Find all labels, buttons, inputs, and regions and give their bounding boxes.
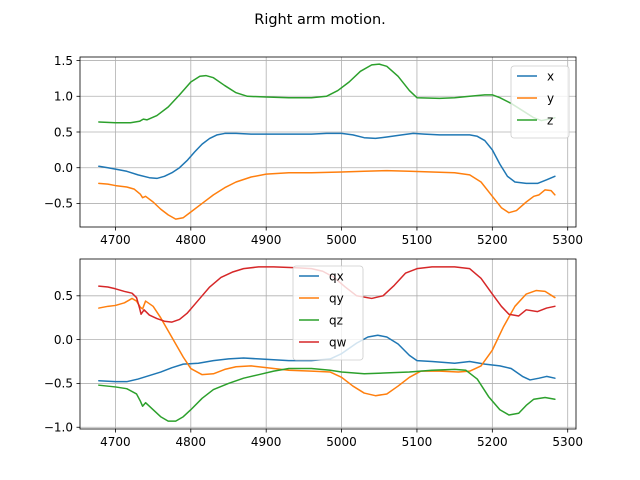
top-xtick-label: 4800	[176, 233, 207, 247]
top-subplot: 4700 4800 4900 5000 5100 5200 5300 −0.5 0.0 0.5 1.…	[44, 54, 583, 247]
top-series-y-line	[98, 169, 556, 220]
top-ytick-label: 0.0	[54, 161, 73, 175]
bottom-xtick-label: 5200	[477, 435, 508, 449]
bottom-xtick-label: 4900	[251, 435, 282, 449]
bottom-subplot: 4700 4800 4900 5000 5100 5200 5300 −1.0 −0.5 0.0 0…	[44, 258, 583, 449]
figure-title: Right arm motion.	[254, 12, 386, 28]
bottom-legend-label-qz: qz	[329, 313, 343, 327]
top-legend-box	[510, 65, 570, 139]
bottom-legend-label-qy: qy	[329, 291, 344, 305]
bottom-series-qz-line	[98, 367, 556, 422]
bottom-xtick-label: 4700	[100, 435, 131, 449]
top-series-z-line	[98, 63, 556, 124]
top-xtick-label: 5100	[402, 233, 433, 247]
top-xtick-label: 5300	[552, 233, 583, 247]
bottom-axes-frame	[79, 258, 577, 430]
bottom-legend: qx qy qz qw	[292, 265, 364, 361]
bottom-ytick-label: −0.5	[44, 377, 73, 391]
top-legend: xyz	[510, 65, 570, 139]
top-xtick-label: 4700	[100, 233, 131, 247]
bottom-ytick-label: 0.5	[54, 289, 73, 303]
bottom-ytick-label: −1.0	[44, 421, 73, 435]
top-ytick-label: 1.5	[54, 54, 73, 68]
top-ytick-label: 1.0	[54, 90, 73, 104]
top-series-x-line	[98, 132, 556, 185]
bottom-ytick-label: 0.0	[54, 333, 73, 347]
top-legend-label-y: y	[547, 91, 554, 105]
top-ytick-label: 0.5	[54, 125, 73, 139]
top-legend-label-z: z	[547, 113, 553, 127]
bottom-legend-box	[292, 265, 364, 361]
bottom-series-qy-line	[98, 289, 556, 397]
bottom-legend-label-qw: qw	[329, 335, 347, 349]
top-xtick-label: 4900	[251, 233, 282, 247]
top-xtick-label: 5000	[326, 233, 357, 247]
top-ytick-label: −0.5	[44, 197, 73, 211]
bottom-xtick-label: 5300	[552, 435, 583, 449]
bottom-xtick-label: 5100	[402, 435, 433, 449]
top-xtick-label: 5200	[477, 233, 508, 247]
bottom-xtick-label: 4800	[176, 435, 207, 449]
top-legend-label-x: x	[547, 69, 554, 83]
bottom-xtick-label: 5000	[326, 435, 357, 449]
top-axes-frame	[79, 56, 577, 228]
bottom-legend-label-qx: qx	[329, 269, 344, 283]
